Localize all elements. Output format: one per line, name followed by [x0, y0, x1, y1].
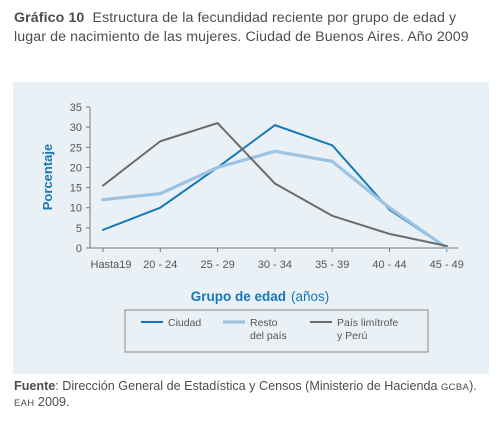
legend-box — [124, 309, 429, 353]
data-point — [274, 182, 276, 185]
y-tick-label: 15 — [70, 183, 82, 195]
data-point — [274, 150, 276, 153]
chart-number: Gráfico 10 — [14, 10, 85, 26]
series-line — [101, 149, 449, 250]
source-label: Fuente — [14, 379, 56, 393]
data-point — [274, 124, 276, 127]
legend-label: Ciudad — [168, 317, 201, 329]
y-tick-label: 0 — [76, 243, 82, 255]
y-axis-label: Porcentaje — [40, 144, 55, 210]
data-point — [388, 233, 391, 235]
y-tick-label: 25 — [70, 142, 82, 154]
data-point — [216, 166, 219, 169]
x-tick-label: 40 - 44 — [372, 259, 406, 271]
data-point — [102, 184, 104, 187]
y-axis-ticks: 0 5 10 15 20 25 30 35 — [70, 102, 90, 255]
chart-axes — [89, 107, 458, 249]
series-line — [102, 122, 448, 247]
source-gcba: GCBA — [440, 382, 470, 393]
y-tick-label: 20 — [70, 162, 82, 174]
data-point — [388, 206, 391, 209]
source-text-c: 2009. — [34, 395, 70, 409]
legend-label: Resto del país — [250, 317, 287, 342]
data-point — [102, 198, 104, 201]
source-text-b: ). — [469, 379, 477, 393]
source-text-a: : Dirección General de Estadística y Cen… — [55, 379, 441, 393]
chart-title: Gráfico 10 Estructura de la fecundidad r… — [14, 9, 488, 47]
data-point — [331, 214, 334, 217]
chart-panel: 0 5 10 15 20 25 30 35 Hasta19 20 - 24 25 - 29 30 -… — [13, 82, 489, 374]
x-tick-label: 25 - 29 — [200, 259, 234, 271]
data-point — [331, 160, 334, 163]
data-point — [159, 206, 162, 209]
series-lines — [101, 122, 449, 250]
data-point — [159, 140, 162, 143]
source-eah: EAH — [14, 398, 35, 409]
y-tick-label: 5 — [76, 223, 82, 235]
source-note: Fuente: Dirección General de Estadística… — [14, 379, 494, 411]
x-axis-label-main: Grupo de edad — [191, 289, 286, 304]
legend: Ciudad Resto del país País limítrofe y Perú — [141, 317, 398, 342]
legend-label: País limítrofe y Perú — [337, 317, 398, 342]
x-axis-ticks: Hasta19 20 - 24 25 - 29 30 - 34 35 - 39 40 - … — [91, 248, 464, 271]
data-point — [216, 122, 219, 125]
line-chart: 0 5 10 15 20 25 30 35 Hasta19 20 - 24 25 - 29 30 -… — [40, 102, 464, 353]
y-tick-label: 35 — [70, 102, 82, 114]
data-point — [331, 144, 334, 147]
x-axis-label: Grupo de edad (años) — [191, 289, 330, 304]
x-tick-label: Hasta19 — [91, 259, 132, 271]
x-axis-label-unit: (años) — [291, 289, 329, 304]
chart-title-text: Estructura de la fecundidad reciente por… — [14, 10, 469, 45]
data-point — [102, 228, 104, 231]
data-point — [445, 245, 448, 247]
x-tick-label: 35 - 39 — [315, 259, 349, 271]
data-point — [159, 192, 162, 195]
x-tick-label: 20 - 24 — [143, 259, 177, 271]
y-tick-label: 10 — [70, 203, 82, 215]
x-tick-label: 30 - 34 — [258, 259, 292, 271]
series-line — [102, 124, 448, 249]
x-tick-label: 45 - 49 — [430, 259, 464, 271]
y-tick-label: 30 — [70, 122, 82, 134]
data-point — [445, 247, 448, 249]
